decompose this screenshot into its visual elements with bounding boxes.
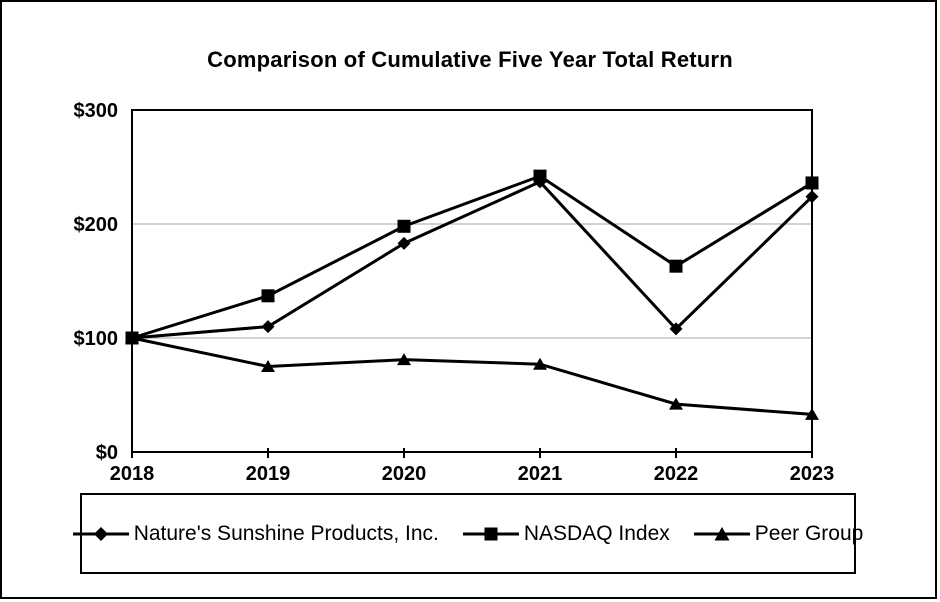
square-marker [261,289,275,303]
triangle-marker [805,407,819,420]
triangle-marker [261,360,275,372]
diamond-marker [397,236,411,250]
legend-item-nasdaq-index: NASDAQ Index [462,521,670,546]
series-line-square [131,174,813,340]
diamond-marker-icon [72,526,129,541]
y-axis-tick-label: $0 [96,442,118,464]
triangle-marker [669,397,683,410]
legend-item-natures-sunshine: Nature's Sunshine Products, Inc. [72,521,439,546]
square-marker-icon [462,527,519,540]
x-axis-tick-label: 2023 [790,463,835,485]
chart-title: Comparison of Cumulative Five Year Total… [207,47,733,72]
square-marker [805,176,819,190]
y-axis-tick-label: $200 [74,214,119,236]
chart-legend: Nature's Sunshine Products, Inc. NASDAQ … [72,493,863,574]
legend-label-natures-sunshine: Nature's Sunshine Products, Inc. [133,521,439,545]
square-marker [533,169,547,183]
y-axis-tick-label: $100 [74,328,119,350]
diamond-marker [261,320,275,334]
diamond-marker [669,322,683,336]
triangle-marker-icon [693,526,750,540]
x-axis-tick-label: 2022 [654,463,699,485]
x-axis-tick-label: 2018 [110,463,155,485]
square-marker [397,219,411,233]
legend-label-peer-group: Peer Group [754,521,864,545]
plot-frame [131,109,813,453]
x-axis-tick-label: 2020 [382,463,427,485]
triangle-marker [397,353,411,366]
series-line-triangle [131,336,813,416]
y-axis-tick-label: $300 [74,100,119,122]
square-marker [125,331,139,345]
triangle-marker [533,357,547,370]
series-line-diamond [131,180,814,340]
x-axis-tick-label: 2019 [246,463,291,485]
diamond-marker [805,190,819,204]
x-axis-tick-label: 2021 [518,463,563,485]
square-marker [669,259,683,273]
legend-item-peer-group: Peer Group [693,521,864,546]
legend-label-nasdaq-index: NASDAQ Index [523,521,670,545]
